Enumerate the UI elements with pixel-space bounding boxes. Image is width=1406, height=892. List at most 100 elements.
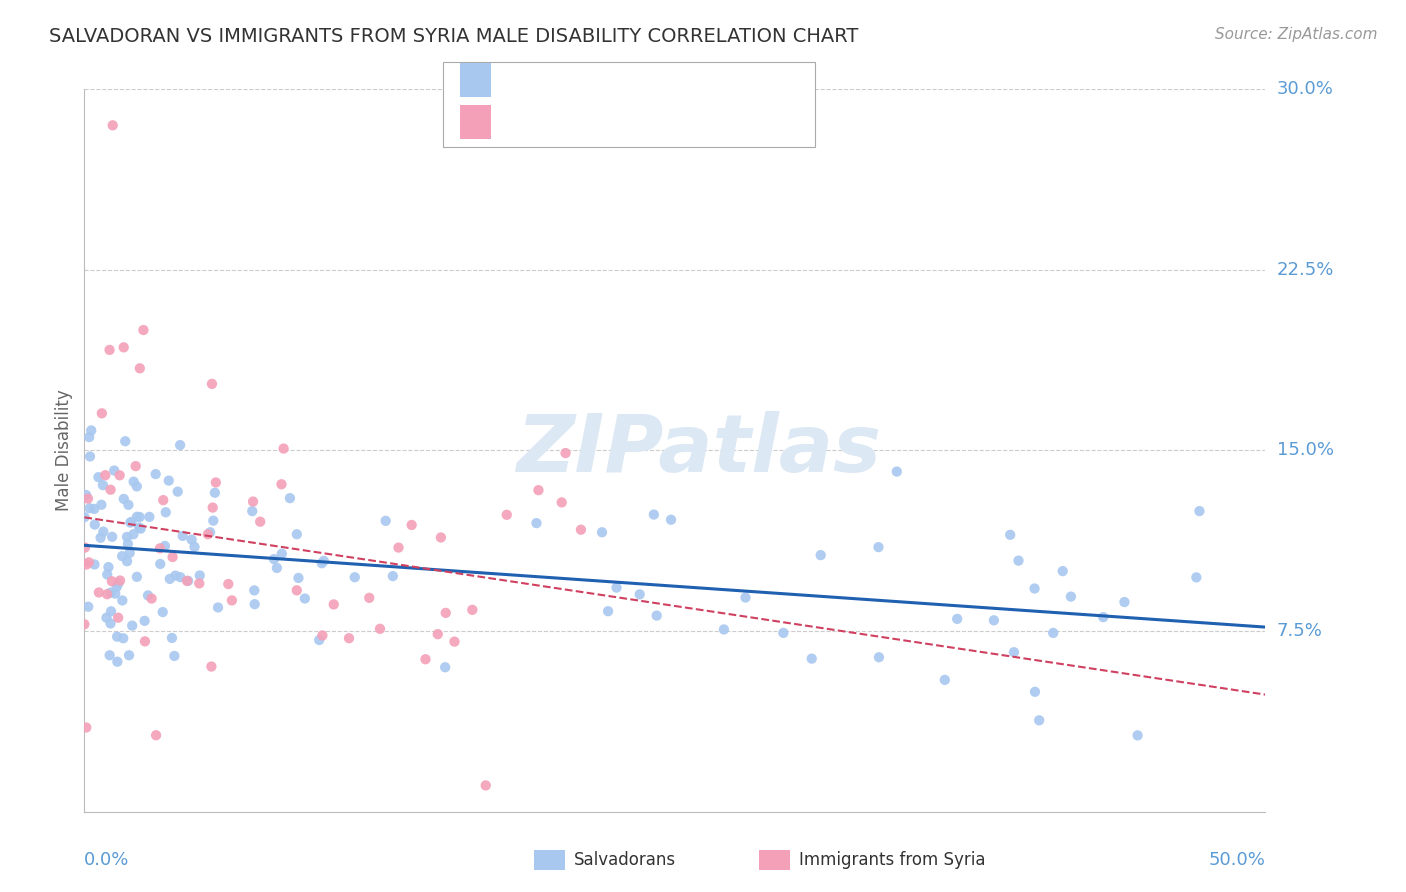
Point	[103, 464, 125, 478]
Point	[114, 434, 136, 449]
Point	[270, 477, 292, 491]
Point	[810, 548, 832, 562]
Point	[105, 630, 128, 644]
Point	[204, 485, 226, 500]
Point	[273, 442, 295, 456]
Point	[105, 655, 128, 669]
Point	[121, 515, 143, 529]
Point	[946, 612, 969, 626]
Point	[461, 603, 484, 617]
Point	[495, 508, 517, 522]
Point	[98, 648, 121, 663]
Point	[1007, 554, 1029, 568]
Point	[83, 501, 105, 516]
Point	[606, 581, 628, 595]
Point	[443, 634, 465, 648]
Point	[104, 586, 127, 600]
Point	[149, 541, 172, 556]
Point	[129, 522, 152, 536]
Point	[311, 628, 333, 642]
Point	[79, 450, 101, 464]
Point	[1052, 564, 1074, 578]
Point	[387, 541, 409, 555]
Point	[645, 608, 668, 623]
Point	[90, 531, 112, 545]
Point	[343, 570, 366, 584]
Point	[145, 728, 167, 742]
Point	[90, 498, 112, 512]
Point	[1114, 595, 1136, 609]
Text: ZIPatlas: ZIPatlas	[516, 411, 882, 490]
Point	[101, 530, 124, 544]
Point	[112, 491, 135, 506]
Point	[112, 340, 135, 354]
Point	[311, 556, 333, 570]
Point	[91, 478, 114, 492]
Point	[107, 576, 129, 591]
Point	[120, 516, 142, 530]
Point	[100, 585, 122, 599]
Point	[125, 479, 148, 493]
Point	[162, 549, 184, 564]
Point	[90, 406, 112, 420]
Point	[125, 509, 148, 524]
Point	[100, 616, 122, 631]
Point	[294, 591, 316, 606]
Point	[270, 547, 292, 561]
Point	[73, 541, 96, 555]
Point	[100, 483, 122, 497]
Point	[125, 570, 148, 584]
Point	[77, 555, 100, 569]
Point	[308, 633, 330, 648]
Point	[73, 617, 96, 632]
Point	[134, 614, 156, 628]
Point	[201, 376, 224, 391]
Point	[108, 574, 131, 588]
Point	[132, 323, 155, 337]
Point	[1002, 645, 1025, 659]
Text: Source: ZipAtlas.com: Source: ZipAtlas.com	[1215, 27, 1378, 42]
Point	[169, 438, 191, 452]
Point	[157, 474, 180, 488]
Point	[287, 571, 309, 585]
Point	[155, 505, 177, 519]
Point	[159, 572, 181, 586]
Point	[240, 504, 263, 518]
Point	[160, 631, 183, 645]
Point	[374, 514, 396, 528]
Text: R = -0.399   N = 126: R = -0.399 N = 126	[502, 71, 706, 89]
Point	[149, 557, 172, 571]
Y-axis label: Male Disability: Male Disability	[55, 390, 73, 511]
Point	[401, 518, 423, 533]
Point	[1185, 570, 1208, 584]
Point	[772, 626, 794, 640]
Point	[934, 673, 956, 687]
Point	[474, 779, 496, 793]
Point	[188, 568, 211, 582]
Point	[75, 488, 97, 502]
Point	[128, 520, 150, 534]
Point	[415, 652, 437, 666]
Point	[322, 598, 344, 612]
Point	[117, 498, 139, 512]
Point	[1028, 714, 1050, 728]
Point	[180, 533, 202, 547]
Point	[263, 552, 285, 566]
Point	[285, 583, 308, 598]
Point	[312, 554, 335, 568]
Point	[152, 605, 174, 619]
Point	[1092, 610, 1115, 624]
Point	[177, 574, 200, 588]
Point	[527, 483, 550, 498]
Point	[221, 593, 243, 607]
Point	[266, 561, 288, 575]
Point	[983, 613, 1005, 627]
Point	[77, 491, 100, 506]
Point	[98, 343, 121, 357]
Point	[111, 593, 134, 607]
Point	[278, 491, 301, 505]
Point	[96, 567, 118, 582]
Point	[550, 495, 572, 509]
Point	[381, 569, 404, 583]
Point	[75, 721, 97, 735]
